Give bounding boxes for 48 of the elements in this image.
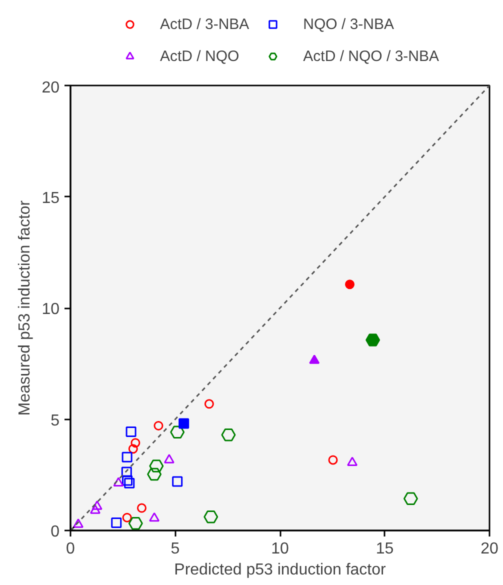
point (122, 475, 133, 486)
legend-label: ActD / 3-NBA (160, 15, 250, 33)
point (128, 517, 143, 530)
x-tick-label: 15 (376, 540, 394, 558)
point (92, 500, 102, 510)
point (73, 518, 84, 528)
x-tick-label: 10 (271, 540, 289, 558)
y-axis-title: Measured p53 induction factor (16, 200, 34, 416)
x-tick-label: 0 (66, 540, 76, 558)
x-tick-label: 20 (480, 540, 498, 558)
legend-label: ActD / NQO (160, 47, 240, 65)
y-tick-label: 20 (42, 80, 60, 96)
point (149, 512, 160, 522)
point (111, 517, 122, 528)
point (121, 466, 132, 478)
point (164, 454, 174, 464)
point (90, 504, 100, 514)
point (149, 460, 164, 472)
x-tick-label: 5 (170, 540, 180, 558)
point (366, 334, 380, 346)
point (122, 452, 132, 462)
y-tick-label: 10 (42, 301, 60, 318)
y-tick-label: 5 (50, 412, 60, 430)
point (122, 512, 132, 522)
point (204, 399, 214, 409)
point (147, 468, 162, 481)
y-tick-label: 0 (50, 524, 60, 540)
point (204, 510, 218, 524)
point (136, 503, 146, 513)
point (130, 438, 140, 448)
point (154, 420, 164, 430)
point (221, 428, 236, 442)
point (403, 492, 418, 506)
point (347, 456, 358, 466)
point (178, 418, 190, 429)
point (126, 426, 136, 437)
legend-label: ActD / NQO / 3-NBA (303, 47, 440, 65)
point (309, 354, 320, 364)
point (113, 477, 124, 486)
point (172, 476, 183, 487)
point (345, 280, 355, 290)
point (124, 478, 135, 488)
point (170, 426, 185, 439)
point (328, 455, 338, 465)
y-tick-label: 15 (42, 190, 60, 207)
x-axis-title: Predicted p53 induction factor (174, 562, 387, 578)
point (128, 444, 138, 454)
legend-label: NQO / 3-NBA (303, 15, 394, 33)
